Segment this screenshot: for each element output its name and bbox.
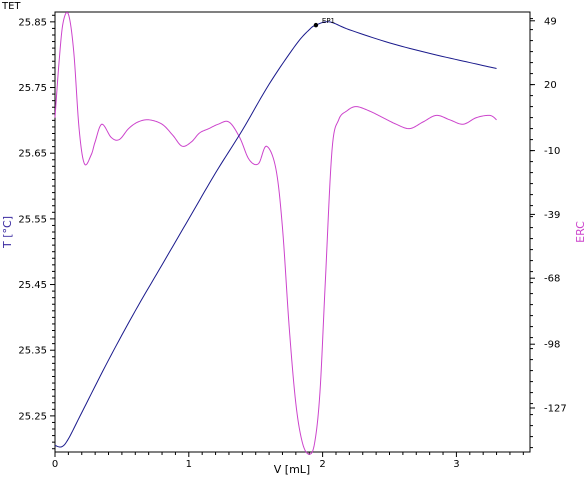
erc-series-line [54,11,497,455]
x-tick-label: 1 [186,459,192,470]
y-axis-left-title: T [°C] [1,216,14,249]
y-axis-left: 25.25 25.35 25.45 25.55 25.65 25.75 25.85 [18,14,55,450]
x-axis-title: V [mL] [274,463,310,476]
y-right-tick-label: 49 [544,16,557,27]
y-left-tick-label: 25.35 [18,346,47,357]
y-right-tick-label: -127 [544,404,567,415]
endpoint-marker [313,22,319,28]
x-tick-label: 2 [319,459,325,470]
app-title: TET [2,1,21,12]
plot-frame [54,11,531,453]
y-left-tick-label: 25.25 [18,411,47,422]
y-axis-right-title: ERC [574,221,587,243]
y-right-tick-label: -10 [544,146,560,157]
endpoint-label: EP1 [322,17,335,25]
y-left-tick-label: 25.45 [18,280,47,291]
x-axis: 0 1 2 3 [52,452,524,470]
y-right-tick-label: -68 [544,274,560,285]
y-left-tick-label: 25.65 [18,149,47,160]
y-right-tick-label: -98 [544,340,560,351]
y-left-tick-label: 25.55 [18,214,47,225]
x-tick-label: 3 [453,459,459,470]
y-left-tick-label: 25.75 [18,83,47,94]
x-tick-label: 0 [52,459,58,470]
temperature-series-line [54,21,497,448]
y-left-tick-label: 25.85 [18,17,47,28]
y-right-tick-label: -39 [544,210,560,221]
y-axis-right: -127 -98 -68 -39 -10 20 49 [530,16,567,449]
y-right-tick-label: 20 [544,80,557,91]
